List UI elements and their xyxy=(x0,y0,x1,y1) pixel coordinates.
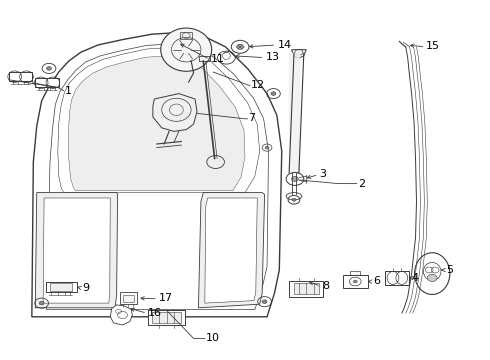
Bar xyxy=(343,275,368,288)
Polygon shape xyxy=(47,44,269,310)
Text: 15: 15 xyxy=(426,41,441,51)
Text: 17: 17 xyxy=(159,293,173,303)
Bar xyxy=(350,271,360,275)
Ellipse shape xyxy=(292,198,296,201)
Bar xyxy=(122,295,134,302)
Polygon shape xyxy=(43,198,110,303)
Ellipse shape xyxy=(271,92,276,95)
Text: 16: 16 xyxy=(148,308,162,318)
Bar xyxy=(35,78,59,87)
Polygon shape xyxy=(292,50,306,58)
Polygon shape xyxy=(35,193,118,308)
Bar xyxy=(294,283,319,294)
Ellipse shape xyxy=(415,253,450,294)
Text: 10: 10 xyxy=(206,333,220,343)
Polygon shape xyxy=(153,94,197,131)
Ellipse shape xyxy=(265,146,269,149)
Polygon shape xyxy=(110,305,132,325)
Text: 1: 1 xyxy=(65,86,72,96)
Ellipse shape xyxy=(237,44,244,49)
Bar xyxy=(289,281,323,297)
Ellipse shape xyxy=(161,28,212,71)
Text: 8: 8 xyxy=(322,281,329,291)
Bar xyxy=(120,292,137,304)
Polygon shape xyxy=(205,198,257,303)
Bar xyxy=(385,271,409,285)
Bar xyxy=(50,283,72,291)
Text: 5: 5 xyxy=(446,265,453,275)
Ellipse shape xyxy=(353,280,357,283)
Bar xyxy=(46,282,77,292)
Ellipse shape xyxy=(39,301,44,305)
Ellipse shape xyxy=(47,67,51,70)
Ellipse shape xyxy=(427,274,437,282)
Bar xyxy=(180,32,192,39)
Polygon shape xyxy=(32,32,282,317)
Ellipse shape xyxy=(262,300,267,303)
Bar xyxy=(199,56,210,61)
Bar xyxy=(148,310,185,325)
Text: 4: 4 xyxy=(412,273,419,283)
Text: 13: 13 xyxy=(266,52,280,62)
Polygon shape xyxy=(69,56,245,191)
Polygon shape xyxy=(198,193,265,308)
Text: 12: 12 xyxy=(251,80,265,90)
Text: 11: 11 xyxy=(211,54,225,64)
Text: 14: 14 xyxy=(277,40,292,50)
Text: 9: 9 xyxy=(82,283,89,293)
Text: 6: 6 xyxy=(373,276,380,286)
Polygon shape xyxy=(58,48,260,193)
Text: 7: 7 xyxy=(248,113,256,123)
Bar xyxy=(9,72,32,81)
Text: 2: 2 xyxy=(358,179,366,189)
Ellipse shape xyxy=(292,176,298,181)
Text: 3: 3 xyxy=(319,169,326,179)
Bar xyxy=(152,312,181,323)
